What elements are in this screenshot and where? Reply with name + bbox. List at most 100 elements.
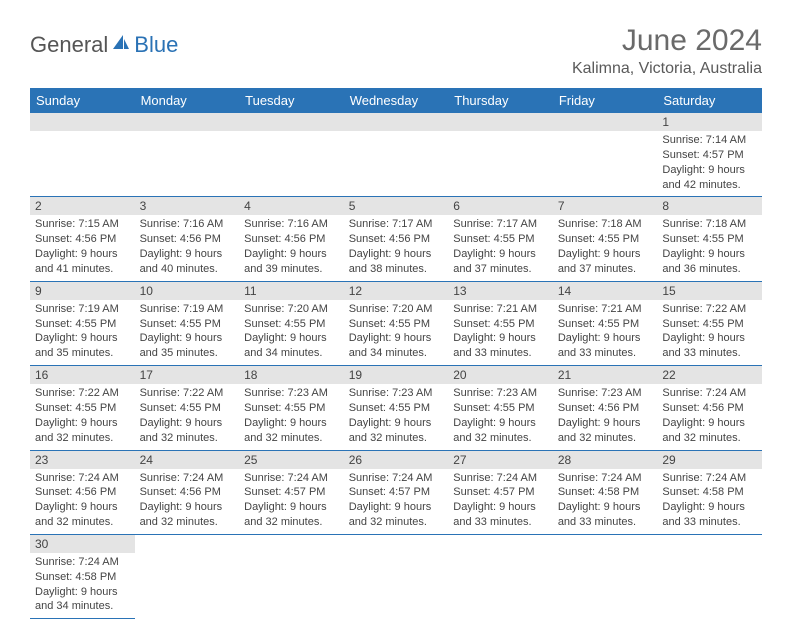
- title-block: June 2024 Kalimna, Victoria, Australia: [572, 24, 762, 78]
- calendar-cell: [30, 113, 135, 197]
- cell-body: Sunrise: 7:17 AMSunset: 4:56 PMDaylight:…: [344, 215, 449, 280]
- sunrise-text: Sunrise: 7:21 AM: [453, 302, 548, 317]
- sunset-text: Sunset: 4:55 PM: [35, 317, 130, 332]
- calendar-cell: [448, 534, 553, 618]
- sunrise-text: Sunrise: 7:21 AM: [558, 302, 653, 317]
- sunrise-text: Sunrise: 7:24 AM: [349, 471, 444, 486]
- weekday-header-row: Sunday Monday Tuesday Wednesday Thursday…: [30, 88, 762, 113]
- calendar-cell: 1Sunrise: 7:14 AMSunset: 4:57 PMDaylight…: [657, 113, 762, 197]
- calendar-cell: 18Sunrise: 7:23 AMSunset: 4:55 PMDayligh…: [239, 366, 344, 450]
- day-number-empty: [448, 113, 553, 131]
- cell-body: Sunrise: 7:20 AMSunset: 4:55 PMDaylight:…: [239, 300, 344, 365]
- day-number: 13: [448, 282, 553, 300]
- location-subtitle: Kalimna, Victoria, Australia: [572, 60, 762, 78]
- cell-body-empty: [135, 131, 240, 189]
- daylight-text: Daylight: 9 hours: [35, 331, 130, 346]
- sunrise-text: Sunrise: 7:16 AM: [140, 217, 235, 232]
- daylight-text: Daylight: 9 hours: [558, 331, 653, 346]
- day-number: 25: [239, 451, 344, 469]
- day-number: 18: [239, 366, 344, 384]
- sunset-text: Sunset: 4:55 PM: [558, 317, 653, 332]
- daylight-text: Daylight: 9 hours: [662, 247, 757, 262]
- brand-logo: General Blue: [30, 24, 178, 58]
- day-number: 4: [239, 197, 344, 215]
- calendar-cell: 28Sunrise: 7:24 AMSunset: 4:58 PMDayligh…: [553, 450, 658, 534]
- sunrise-text: Sunrise: 7:22 AM: [140, 386, 235, 401]
- day-number: 26: [344, 451, 449, 469]
- daylight-text: and 32 minutes.: [349, 431, 444, 446]
- cell-body: Sunrise: 7:15 AMSunset: 4:56 PMDaylight:…: [30, 215, 135, 280]
- cell-body: Sunrise: 7:24 AMSunset: 4:58 PMDaylight:…: [553, 469, 658, 534]
- sunset-text: Sunset: 4:55 PM: [453, 401, 548, 416]
- day-number: 16: [30, 366, 135, 384]
- daylight-text: and 34 minutes.: [349, 346, 444, 361]
- cell-body-empty: [30, 131, 135, 189]
- calendar-cell: 12Sunrise: 7:20 AMSunset: 4:55 PMDayligh…: [344, 281, 449, 365]
- brand-text-1: General: [30, 32, 108, 58]
- sunset-text: Sunset: 4:56 PM: [349, 232, 444, 247]
- cell-body: Sunrise: 7:23 AMSunset: 4:56 PMDaylight:…: [553, 384, 658, 449]
- cell-body: Sunrise: 7:21 AMSunset: 4:55 PMDaylight:…: [553, 300, 658, 365]
- sunset-text: Sunset: 4:58 PM: [35, 570, 130, 585]
- day-number: 22: [657, 366, 762, 384]
- sunset-text: Sunset: 4:55 PM: [662, 232, 757, 247]
- daylight-text: and 32 minutes.: [140, 431, 235, 446]
- calendar-cell: 7Sunrise: 7:18 AMSunset: 4:55 PMDaylight…: [553, 197, 658, 281]
- day-number: 6: [448, 197, 553, 215]
- cell-body: Sunrise: 7:17 AMSunset: 4:55 PMDaylight:…: [448, 215, 553, 280]
- calendar-cell: 22Sunrise: 7:24 AMSunset: 4:56 PMDayligh…: [657, 366, 762, 450]
- sunrise-text: Sunrise: 7:17 AM: [349, 217, 444, 232]
- sunrise-text: Sunrise: 7:24 AM: [662, 471, 757, 486]
- sunrise-text: Sunrise: 7:24 AM: [35, 471, 130, 486]
- daylight-text: and 39 minutes.: [244, 262, 339, 277]
- daylight-text: and 37 minutes.: [558, 262, 653, 277]
- cell-body: Sunrise: 7:22 AMSunset: 4:55 PMDaylight:…: [30, 384, 135, 449]
- cell-body: Sunrise: 7:24 AMSunset: 4:56 PMDaylight:…: [657, 384, 762, 449]
- cell-body: Sunrise: 7:21 AMSunset: 4:55 PMDaylight:…: [448, 300, 553, 365]
- day-number: 11: [239, 282, 344, 300]
- day-number: 7: [553, 197, 658, 215]
- sunset-text: Sunset: 4:56 PM: [244, 232, 339, 247]
- calendar-week-row: 30Sunrise: 7:24 AMSunset: 4:58 PMDayligh…: [30, 534, 762, 618]
- cell-body: Sunrise: 7:24 AMSunset: 4:58 PMDaylight:…: [30, 553, 135, 618]
- day-number: 17: [135, 366, 240, 384]
- calendar-cell: 15Sunrise: 7:22 AMSunset: 4:55 PMDayligh…: [657, 281, 762, 365]
- day-number-empty: [135, 113, 240, 131]
- daylight-text: and 34 minutes.: [244, 346, 339, 361]
- cell-body: Sunrise: 7:18 AMSunset: 4:55 PMDaylight:…: [657, 215, 762, 280]
- daylight-text: Daylight: 9 hours: [453, 331, 548, 346]
- calendar-cell: 25Sunrise: 7:24 AMSunset: 4:57 PMDayligh…: [239, 450, 344, 534]
- calendar-cell: [448, 113, 553, 197]
- sunrise-text: Sunrise: 7:18 AM: [558, 217, 653, 232]
- sunrise-text: Sunrise: 7:14 AM: [662, 133, 757, 148]
- sunset-text: Sunset: 4:55 PM: [453, 317, 548, 332]
- sunrise-text: Sunrise: 7:23 AM: [453, 386, 548, 401]
- calendar-cell: 21Sunrise: 7:23 AMSunset: 4:56 PMDayligh…: [553, 366, 658, 450]
- cell-body: Sunrise: 7:14 AMSunset: 4:57 PMDaylight:…: [657, 131, 762, 196]
- calendar-cell: [553, 534, 658, 618]
- calendar-week-row: 1Sunrise: 7:14 AMSunset: 4:57 PMDaylight…: [30, 113, 762, 197]
- day-number: 5: [344, 197, 449, 215]
- sunrise-text: Sunrise: 7:23 AM: [349, 386, 444, 401]
- daylight-text: and 32 minutes.: [349, 515, 444, 530]
- day-number: 9: [30, 282, 135, 300]
- calendar-week-row: 9Sunrise: 7:19 AMSunset: 4:55 PMDaylight…: [30, 281, 762, 365]
- day-number: 28: [553, 451, 658, 469]
- calendar-cell: 8Sunrise: 7:18 AMSunset: 4:55 PMDaylight…: [657, 197, 762, 281]
- daylight-text: Daylight: 9 hours: [662, 163, 757, 178]
- daylight-text: Daylight: 9 hours: [244, 500, 339, 515]
- calendar-cell: [239, 534, 344, 618]
- calendar-cell: 4Sunrise: 7:16 AMSunset: 4:56 PMDaylight…: [239, 197, 344, 281]
- sunrise-text: Sunrise: 7:24 AM: [662, 386, 757, 401]
- daylight-text: Daylight: 9 hours: [662, 500, 757, 515]
- sunrise-text: Sunrise: 7:24 AM: [558, 471, 653, 486]
- daylight-text: Daylight: 9 hours: [558, 247, 653, 262]
- calendar-cell: [135, 534, 240, 618]
- daylight-text: and 42 minutes.: [662, 178, 757, 193]
- sunrise-text: Sunrise: 7:15 AM: [35, 217, 130, 232]
- daylight-text: and 37 minutes.: [453, 262, 548, 277]
- cell-body-empty: [448, 131, 553, 189]
- day-number: 2: [30, 197, 135, 215]
- calendar-cell: 30Sunrise: 7:24 AMSunset: 4:58 PMDayligh…: [30, 534, 135, 618]
- calendar-cell: 9Sunrise: 7:19 AMSunset: 4:55 PMDaylight…: [30, 281, 135, 365]
